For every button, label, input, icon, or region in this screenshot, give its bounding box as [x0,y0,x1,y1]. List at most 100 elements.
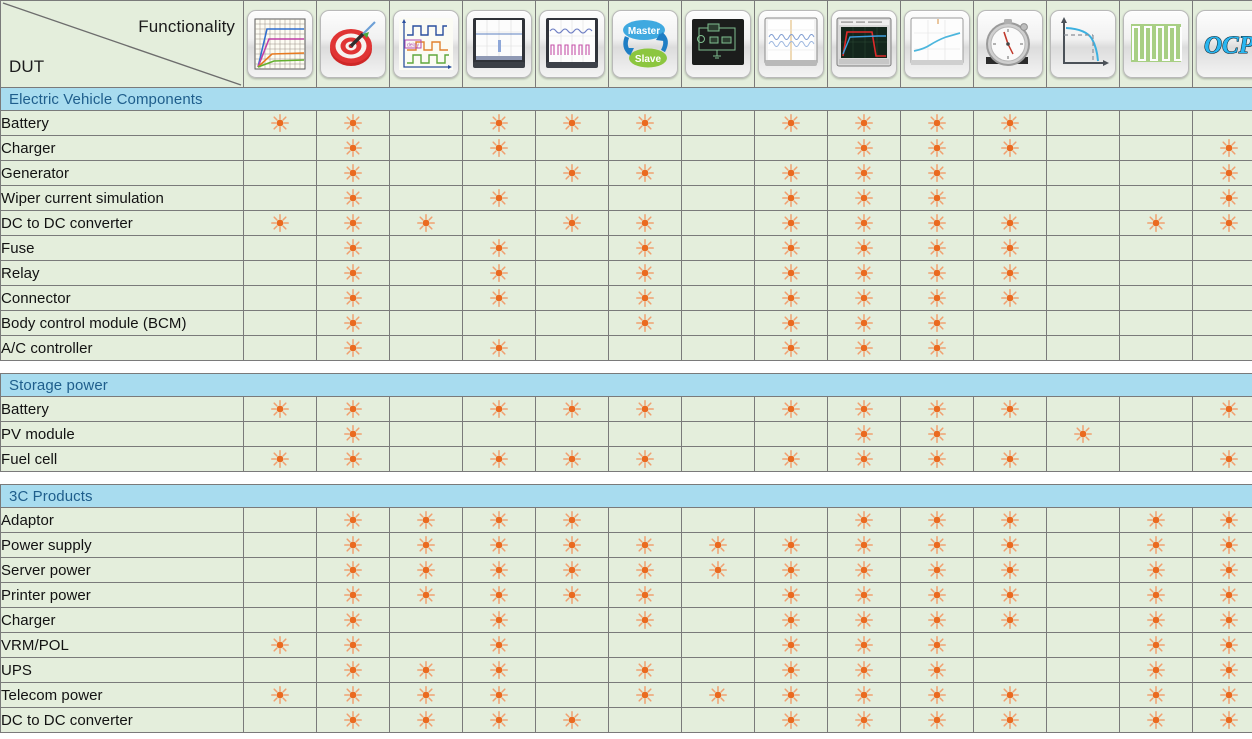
empty-cell [535,607,609,633]
digital-timing-delay-icon[interactable]: delay [393,10,459,78]
support-marker-cell [462,285,536,311]
section-gap [0,471,1252,485]
empty-cell [462,210,536,236]
column-header-stopwatch-timer-icon[interactable] [973,0,1047,88]
empty-cell [1119,185,1193,211]
svg-text:OCP: OCP [1204,32,1252,59]
empty-cell [1046,185,1120,211]
dut-axis-label: DUT [9,57,45,76]
empty-cell [462,160,536,186]
row-label: DC to DC converter [0,210,244,236]
red-trace-scope-icon[interactable] [831,10,897,78]
support-marker-cell [827,235,901,261]
support-marker-cell [754,557,828,583]
support-marker-cell [900,682,974,708]
support-marker-cell [316,632,390,658]
column-header-discharge-curve-icon[interactable] [1046,0,1120,88]
discharge-curve-icon[interactable] [1050,10,1116,78]
empty-cell [1046,160,1120,186]
support-marker-cell [243,446,317,472]
iv-curve-graph-icon[interactable] [247,10,313,78]
empty-cell [1192,310,1252,336]
empty-cell [1119,110,1193,136]
table-row: Charger [0,607,1252,633]
support-marker-cell [900,260,974,286]
support-marker-cell [1192,396,1252,422]
row-label: A/C controller [0,335,244,361]
table-row: Relay [0,260,1252,286]
support-marker-cell [827,532,901,558]
oscilloscope-pulse-icon[interactable] [466,10,532,78]
support-marker-cell [900,532,974,558]
empty-cell [754,135,828,161]
column-header-oscilloscope-pulse-icon[interactable] [462,0,536,88]
empty-cell [243,707,317,733]
master-slave-sync-icon[interactable]: Master Slave [612,10,678,78]
column-header-iv-curve-graph-icon[interactable] [243,0,317,88]
empty-cell [1046,396,1120,422]
column-header-circuit-schematic-icon[interactable] [681,0,755,88]
support-marker-cell [389,707,463,733]
support-marker-cell [462,632,536,658]
table-row: Generator [0,160,1252,186]
row-label: Charger [0,135,244,161]
support-marker-cell [389,532,463,558]
table-row: Telecom power [0,682,1252,708]
column-header-rising-trend-scope-icon[interactable] [900,0,974,88]
dartboard-target-icon[interactable] [320,10,386,78]
svg-text:Master: Master [628,26,660,37]
empty-cell [1046,135,1120,161]
support-marker-cell [243,210,317,236]
stopwatch-timer-icon[interactable] [977,10,1043,78]
empty-cell [389,285,463,311]
empty-cell [973,632,1047,658]
empty-cell [243,607,317,633]
support-marker-cell [316,260,390,286]
column-header-ocp-text-icon[interactable]: OCP [1192,0,1252,88]
row-label: UPS [0,657,244,683]
table-row: Server power [0,557,1252,583]
support-marker-cell [462,235,536,261]
column-header-dartboard-target-icon[interactable] [316,0,390,88]
ocp-text-icon[interactable]: OCP [1196,10,1252,78]
support-marker-cell [535,557,609,583]
row-label: Wiper current simulation [0,185,244,211]
empty-cell [389,446,463,472]
support-marker-cell [389,682,463,708]
empty-cell [681,632,755,658]
support-marker-cell [900,582,974,608]
support-marker-cell [1192,210,1252,236]
empty-cell [1119,421,1193,447]
support-marker-cell [535,532,609,558]
support-marker-cell [900,421,974,447]
support-marker-cell [1192,557,1252,583]
table-row: A/C controller [0,335,1252,361]
support-marker-cell [1192,446,1252,472]
circuit-schematic-icon[interactable] [685,10,751,78]
support-marker-cell [900,557,974,583]
square-wave-green-icon[interactable] [1123,10,1189,78]
oscilloscope-ripple-icon[interactable] [539,10,605,78]
column-header-oscilloscope-ripple-icon[interactable] [535,0,609,88]
support-marker-cell [316,557,390,583]
column-header-square-wave-green-icon[interactable] [1119,0,1193,88]
empty-cell [535,682,609,708]
support-marker-cell [900,310,974,336]
waveform-recorder-icon[interactable] [758,10,824,78]
support-marker-cell [316,532,390,558]
column-header-red-trace-scope-icon[interactable] [827,0,901,88]
support-marker-cell [900,707,974,733]
empty-cell [462,310,536,336]
rising-trend-scope-icon[interactable] [904,10,970,78]
row-label: Relay [0,260,244,286]
column-header-waveform-recorder-icon[interactable] [754,0,828,88]
column-header-master-slave-sync-icon[interactable]: Master Slave [608,0,682,88]
support-marker-cell [754,310,828,336]
support-marker-cell [1119,632,1193,658]
empty-cell [462,421,536,447]
column-header-digital-timing-delay-icon[interactable]: delay [389,0,463,88]
empty-cell [243,185,317,211]
table-row: DC to DC converter [0,707,1252,733]
